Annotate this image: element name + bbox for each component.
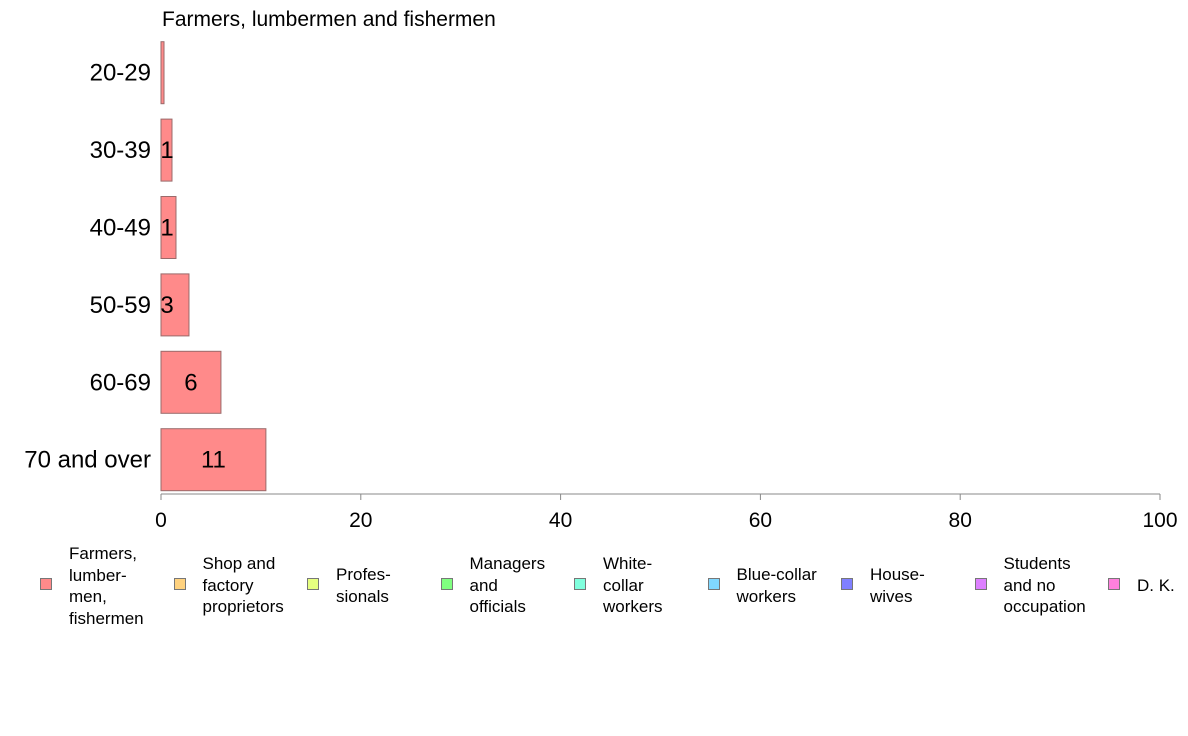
legend-swatch (307, 578, 319, 590)
legend-label: House- wives (870, 565, 925, 606)
category-label: 60-69 (90, 369, 151, 396)
category-label: 30-39 (90, 137, 151, 164)
legend-swatch (173, 578, 186, 590)
category-label: 70 and over (24, 447, 151, 474)
legend-item: Profes- sionals (307, 553, 456, 607)
legend: Farmers, lumber- men, fishermen Shop and … (40, 544, 1188, 633)
data-label: 11 (201, 447, 226, 474)
category-label: 40-49 (90, 215, 151, 242)
chart: Farmers, lumbermen and fishermen 20-2930… (24, 8, 1178, 532)
legend-item: Farmers, lumber- men, fishermen (40, 544, 189, 629)
bar (160, 428, 267, 492)
legend-swatch (574, 578, 586, 590)
legend-swatch (440, 578, 453, 590)
bar (160, 350, 222, 414)
x-tick-label: 0 (155, 509, 167, 532)
legend-label: Blue-collar workers (736, 565, 817, 606)
legend-item: Managers and officials (440, 553, 590, 618)
legend-label: Profes- sionals (336, 565, 391, 606)
bars: 20-29 30-39 1 40-49 1 50-59 3 60-69 6 70 and over… (24, 41, 267, 492)
legend-label: Shop and factory proprietors (202, 554, 284, 617)
legend-label: Managers and officials (469, 554, 546, 617)
x-tick-label: 40 (549, 509, 572, 532)
legend-label: D. K. (1137, 576, 1175, 595)
legend-swatch (1108, 578, 1120, 590)
data-label: 1 (160, 215, 173, 242)
legend-label: Farmers, lumber- men, fishermen (69, 544, 144, 628)
legend-item: Blue-collar workers (707, 553, 857, 607)
legend-swatch (707, 578, 720, 590)
bar (160, 41, 165, 105)
x-tick-label: 80 (949, 509, 972, 532)
legend-swatch (40, 578, 52, 590)
data-label: 3 (160, 292, 173, 319)
legend-item: House- wives (841, 553, 990, 607)
legend-swatch (841, 578, 853, 590)
x-tick-label: 20 (349, 509, 372, 532)
bar (160, 273, 190, 337)
legend-item: Shop and factory proprietors (173, 553, 323, 618)
legend-item: White- collar workers (574, 553, 723, 618)
x-tick-label: 60 (749, 509, 772, 532)
legend-label: Students and no occupation (1003, 554, 1086, 617)
data-label: 6 (184, 369, 197, 396)
x-axis: 0 20 40 60 80 100 (155, 493, 1178, 532)
legend-swatch (974, 578, 987, 590)
bar (160, 196, 177, 259)
data-label: 1 (160, 137, 173, 164)
x-tick-label: 100 (1142, 509, 1177, 532)
legend-item: D. K. (1108, 553, 1188, 597)
category-label: 20-29 (90, 60, 151, 87)
category-label: 50-59 (90, 292, 151, 319)
bar (160, 118, 173, 182)
legend-item: Students and no occupation (974, 553, 1124, 618)
chart-title: Farmers, lumbermen and fishermen (162, 8, 496, 31)
legend-label: White- collar workers (603, 554, 663, 617)
